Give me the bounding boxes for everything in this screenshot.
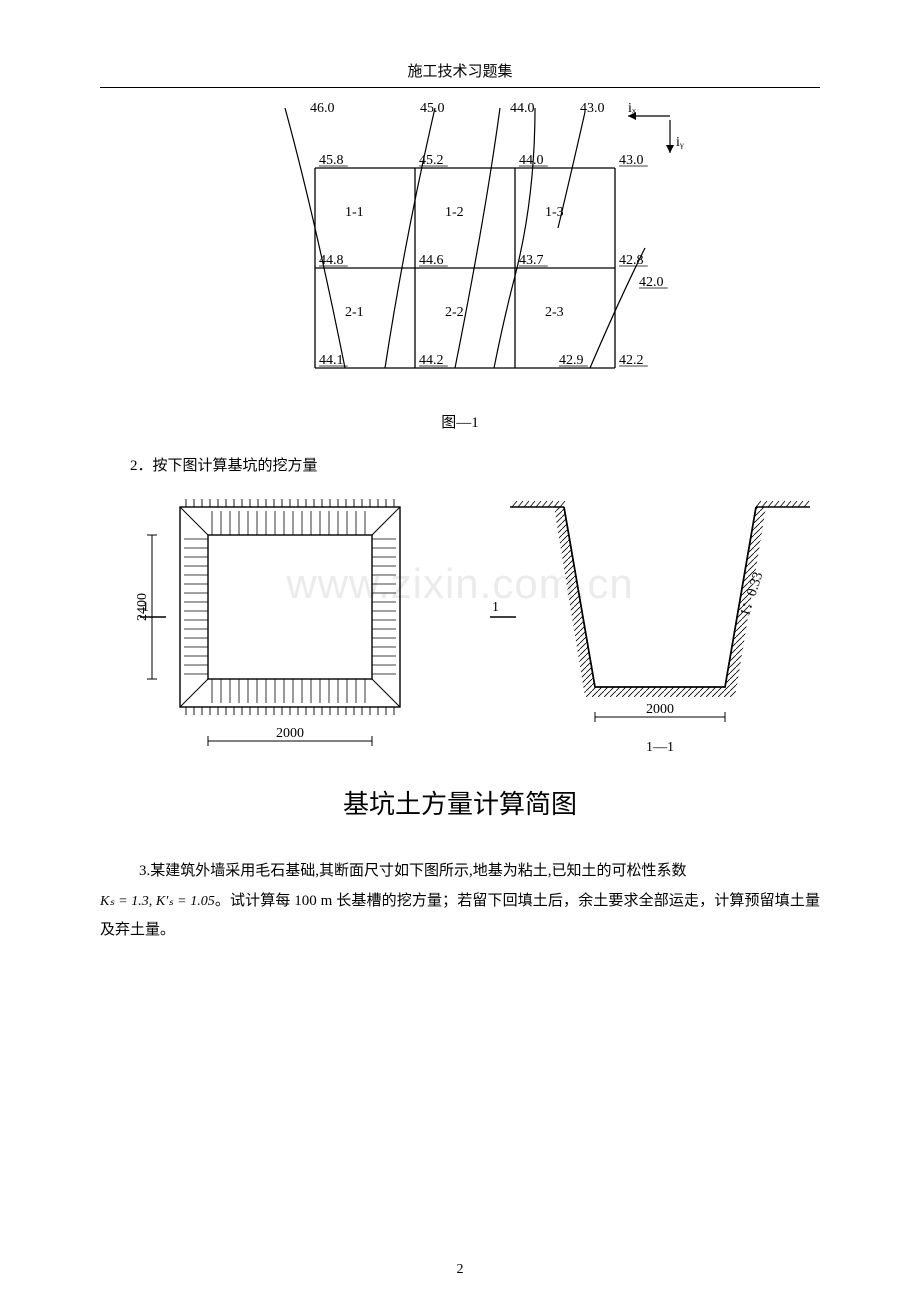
svg-text:1: 1: [492, 600, 499, 615]
svg-text:43.0: 43.0: [580, 101, 605, 116]
svg-text:1-1: 1-1: [345, 205, 364, 220]
figure-1: 46.045.044.043.0iₓiᵧ45.845.244.043.044.8…: [100, 98, 820, 403]
q3-lead: 3.某建筑外墙采用毛石基础,其断面尺寸如下图所示,地基为粘土,已知土的可松性系数: [139, 863, 687, 879]
page-header: 施工技术习题集: [100, 60, 820, 88]
figure-2: 11200024001：0.33200025001—1: [100, 487, 820, 772]
grid-contour-svg: 46.045.044.043.0iₓiᵧ45.845.244.043.044.8…: [230, 98, 690, 398]
svg-text:2400: 2400: [135, 593, 150, 621]
svg-text:1-3: 1-3: [545, 205, 564, 220]
svg-text:2-2: 2-2: [445, 305, 464, 320]
q3-tail-line: Kₛ = 1.3, K′ₛ = 1.05。试计算每 100 m 长基槽的挖方量；…: [100, 887, 820, 944]
svg-text:2-1: 2-1: [345, 305, 364, 320]
q3-formula: Kₛ = 1.3, K′ₛ = 1.05: [100, 894, 215, 909]
figure-1-caption: 图—1: [100, 411, 820, 432]
svg-text:1—1: 1—1: [646, 740, 674, 755]
page-number: 2: [457, 1262, 464, 1278]
pit-plan-section-svg: 11200024001：0.33200025001—1: [100, 487, 820, 767]
svg-text:2000: 2000: [646, 702, 674, 717]
svg-text:1-2: 1-2: [445, 205, 464, 220]
svg-text:iₓ: iₓ: [628, 101, 637, 116]
svg-text:iᵧ: iᵧ: [676, 135, 684, 150]
svg-text:44.0: 44.0: [510, 101, 535, 116]
svg-text:2-3: 2-3: [545, 305, 564, 320]
svg-text:45.0: 45.0: [420, 101, 445, 116]
q3-text: 3.某建筑外墙采用毛石基础,其断面尺寸如下图所示,地基为粘土,已知土的可松性系数: [100, 857, 820, 886]
figure-2-caption: 基坑土方量计算简图: [100, 784, 820, 821]
svg-text:2000: 2000: [276, 726, 304, 741]
svg-text:46.0: 46.0: [310, 101, 335, 116]
q2-text: 2．按下图计算基坑的挖方量: [100, 452, 820, 481]
